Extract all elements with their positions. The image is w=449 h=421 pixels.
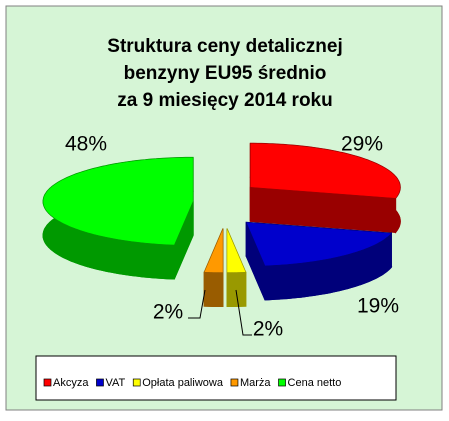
chart-title: benzyny EU95 średnio bbox=[124, 63, 327, 84]
legend-label: Cena netto bbox=[288, 377, 342, 389]
legend-items: Akcyza VAT Opłata paliwowa Marża Cena netto bbox=[43, 377, 342, 389]
slice bbox=[249, 142, 401, 234]
data-label: 19% bbox=[357, 295, 399, 318]
legend-swatch bbox=[43, 378, 52, 387]
data-label: 2% bbox=[253, 318, 283, 341]
slice-rim bbox=[226, 271, 247, 307]
data-label: 48% bbox=[65, 133, 107, 156]
slice-top bbox=[250, 143, 401, 199]
slice-top bbox=[226, 228, 247, 273]
chart-title: Struktura ceny detalicznej bbox=[107, 36, 342, 57]
legend-label: Akcyza bbox=[53, 377, 89, 389]
legend-swatch bbox=[132, 378, 141, 387]
slice bbox=[226, 228, 247, 307]
legend-label: Opłata paliwowa bbox=[142, 377, 224, 389]
leader-line bbox=[235, 289, 252, 336]
chart-title: za 9 miesięcy 2014 roku bbox=[117, 90, 332, 111]
legend-swatch bbox=[230, 378, 239, 387]
slice bbox=[42, 156, 194, 280]
slice bbox=[245, 221, 393, 301]
pie bbox=[42, 142, 401, 307]
slice-top bbox=[203, 228, 224, 273]
slice-top bbox=[245, 221, 392, 267]
legend-label: VAT bbox=[105, 377, 125, 389]
slice-top bbox=[42, 157, 194, 246]
data-label: 2% bbox=[153, 301, 183, 324]
slice-rim bbox=[203, 271, 224, 307]
data-label: 29% bbox=[341, 133, 383, 156]
slice bbox=[203, 228, 224, 307]
legend bbox=[35, 355, 397, 401]
legend-swatch bbox=[96, 378, 104, 387]
legend-swatch bbox=[278, 378, 286, 387]
legend-label: Marża bbox=[240, 377, 271, 389]
leader-line bbox=[188, 289, 206, 319]
